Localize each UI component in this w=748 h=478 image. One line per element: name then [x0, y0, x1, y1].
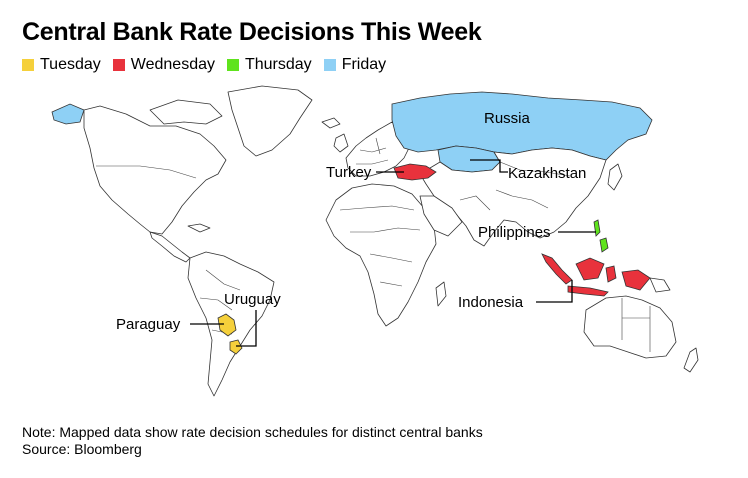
- world-map: Russia Kazakhstan Turkey Philippines Ind…: [0, 80, 748, 420]
- russia-label: Russia: [484, 110, 531, 127]
- indonesia-leader-line: [536, 280, 573, 303]
- new-zealand-shape: [683, 347, 699, 373]
- australia-borders: [621, 298, 651, 352]
- japan-shape: [607, 163, 623, 191]
- philippines-label: Philippines: [478, 224, 551, 241]
- iceland-shape: [321, 117, 341, 129]
- indonesia-shape: [541, 253, 651, 297]
- uruguay-label: Uruguay: [224, 291, 281, 308]
- central-america-shape: [149, 231, 191, 263]
- note-text: Note: Mapped data show rate decision sch…: [22, 424, 483, 440]
- paraguay-shape: [217, 313, 237, 337]
- legend-item-friday: Friday: [323, 56, 387, 74]
- legend-label-tuesday: Tuesday: [40, 56, 101, 73]
- legend-label-wednesday: Wednesday: [130, 56, 215, 73]
- asia-borders: [459, 161, 571, 211]
- arabia-shape: [419, 195, 463, 237]
- kazakhstan-label: Kazakhstan: [508, 165, 586, 182]
- alaska-shape: [51, 103, 85, 125]
- north-america-shape: [83, 105, 227, 235]
- footnote: Note: Mapped data show rate decision sch…: [22, 424, 483, 458]
- legend-swatch-friday: [323, 59, 336, 71]
- papua-new-guinea-shape: [649, 277, 671, 293]
- australia-shape: [583, 295, 677, 359]
- europe-shape: [345, 121, 411, 177]
- arctic-islands-shape: [149, 99, 223, 125]
- uruguay-leader-line: [236, 310, 257, 347]
- paraguay-label: Paraguay: [116, 316, 181, 333]
- indonesia-label: Indonesia: [458, 294, 524, 311]
- source-text: Source: Bloomberg: [22, 441, 142, 457]
- legend-label-friday: Friday: [341, 56, 387, 73]
- legend: Tuesday Wednesday Thursday Friday: [22, 56, 398, 74]
- africa-borders: [339, 205, 421, 287]
- legend-swatch-tuesday: [22, 59, 34, 71]
- turkey-shape: [393, 163, 437, 181]
- legend-swatch-thursday: [226, 59, 239, 71]
- us-canada-border: [96, 165, 197, 179]
- philippines-shape: [593, 219, 609, 253]
- chart-title: Central Bank Rate Decisions This Week: [22, 18, 482, 46]
- legend-item-wednesday: Wednesday: [112, 56, 215, 74]
- kazakhstan-leader-line: [470, 159, 508, 173]
- europe-borders: [356, 137, 389, 165]
- legend-item-thursday: Thursday: [226, 56, 312, 74]
- caribbean-shape: [187, 223, 211, 233]
- turkey-label: Turkey: [326, 164, 372, 181]
- asia-shape: [419, 147, 607, 247]
- world-map-svg: Russia Kazakhstan Turkey Philippines Ind…: [51, 85, 699, 397]
- africa-shape: [325, 183, 437, 327]
- legend-item-tuesday: Tuesday: [22, 56, 101, 74]
- madagascar-shape: [435, 281, 447, 307]
- uk-shape: [333, 133, 349, 153]
- legend-swatch-wednesday: [112, 59, 125, 71]
- uruguay-shape: [229, 339, 243, 355]
- legend-label-thursday: Thursday: [244, 56, 312, 73]
- greenland-shape: [227, 85, 313, 157]
